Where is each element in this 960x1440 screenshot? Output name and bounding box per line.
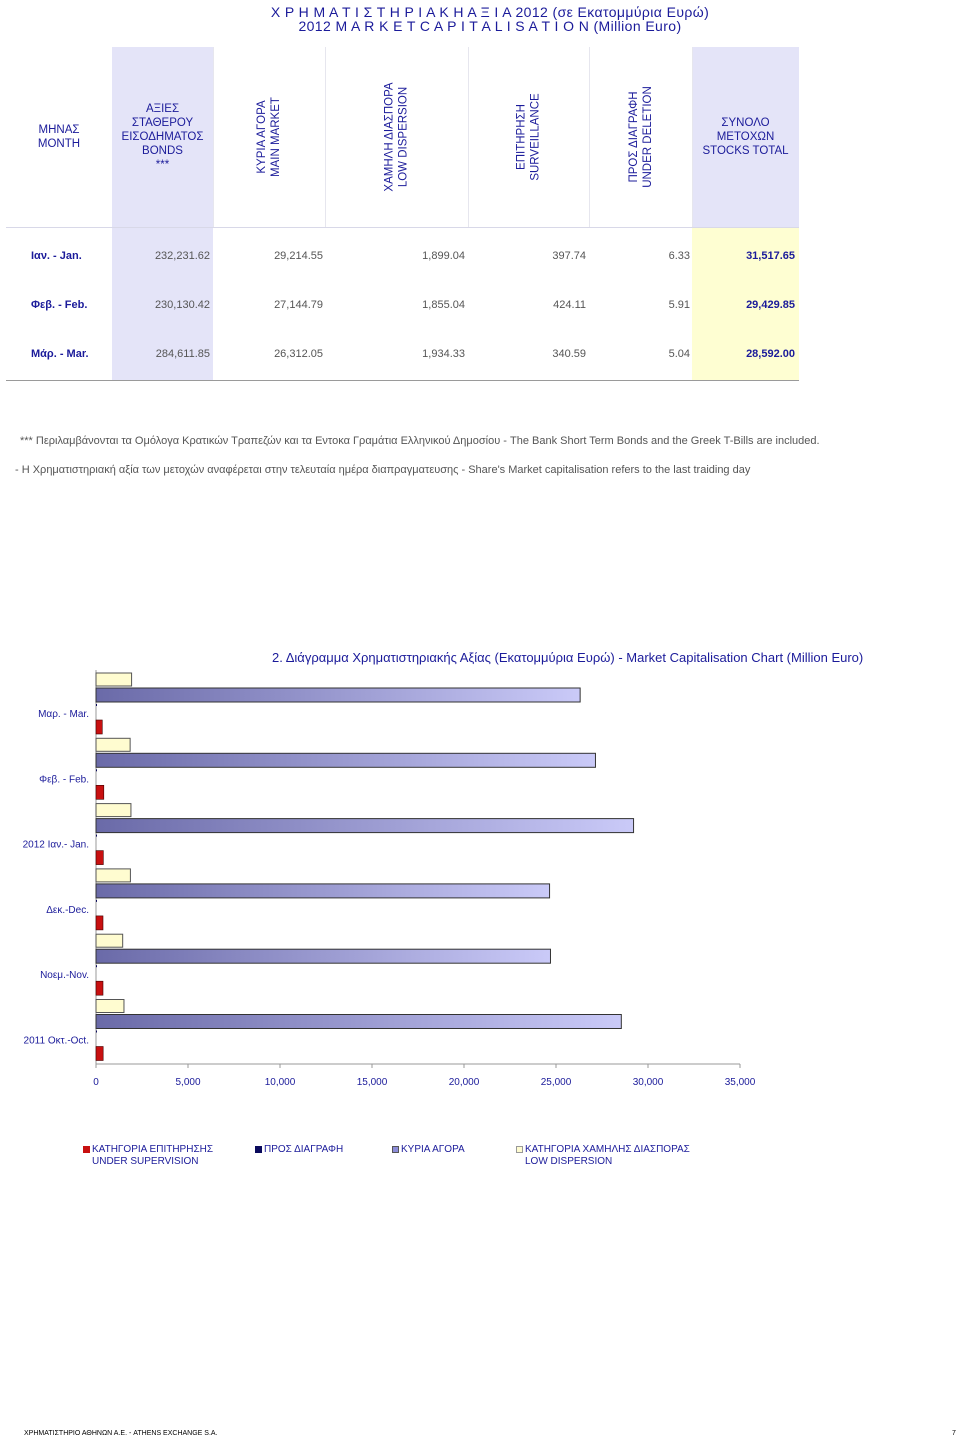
- bar-under-supervision: [95, 785, 105, 800]
- table-cell-surv: 424.11: [553, 299, 586, 311]
- bar-low-dispersion: [95, 999, 125, 1013]
- y-category-label: Δεκ.-Dec.: [46, 905, 89, 916]
- table-cell-main: 27,144.79: [274, 299, 323, 311]
- header-month: ΜΗΝΑΣ MONTH: [37, 124, 81, 150]
- bar-low-dispersion: [95, 868, 131, 883]
- y-category-label: Νοεμ.-Nov.: [40, 970, 89, 981]
- bar-under-deletion: [96, 1030, 97, 1033]
- legend-swatch: [83, 1146, 90, 1153]
- y-category-label: 2012 Ιαν.- Jan.: [23, 840, 89, 851]
- bar-under-supervision: [95, 719, 103, 735]
- bar-under-deletion: [96, 704, 97, 706]
- market-cap-chart: 0 5,000 10,000 15,000 20,000 25,000 30,000 35,0…: [23, 670, 756, 1088]
- table-row-month: Μάρ. - Mar.: [31, 348, 89, 360]
- table-cell-main: 26,312.05: [274, 348, 323, 360]
- legend-under-supervision: ΚΑΤΗΓΟΡΙΑ ΕΠΙΤΗΡΗΣΗΣ UNDER SUPERVISION: [83, 1144, 213, 1168]
- legend-low-dispersion: ΚΑΤΗΓΟΡΙΑ ΧΑΜΗΛΗΣ ΔΙΑΣΠΟΡΑΣ LOW DISPERSIO…: [516, 1144, 690, 1168]
- header-surveillance: ΕΠΙΤΗΡΗΣΗ SURVEILLANCE: [515, 93, 542, 181]
- bar-low-dispersion: [95, 803, 132, 818]
- table-cell-del: 5.91: [668, 299, 690, 311]
- bar-main-market: [95, 818, 635, 834]
- x-tick-label: 20,000: [449, 1077, 480, 1088]
- table-cell-bonds: 284,611.85: [155, 348, 210, 360]
- bar-under-deletion: [96, 965, 97, 968]
- table-cell-low: 1,934.33: [422, 348, 465, 360]
- y-category-label: Μαρ. - Mar.: [38, 709, 89, 720]
- y-category-label: Φεβ. - Feb.: [39, 774, 89, 785]
- page-number: 7: [952, 1430, 956, 1437]
- table-row-month: Φεβ. - Feb.: [31, 299, 88, 311]
- table-cell-total: 29,429.85: [746, 299, 795, 311]
- bar-low-dispersion: [95, 933, 124, 948]
- legend-swatch: [392, 1146, 399, 1153]
- bar-low-dispersion: [95, 737, 131, 752]
- bar-main-market: [95, 1014, 622, 1029]
- legend-swatch: [255, 1146, 262, 1153]
- table-cell-del: 5.04: [668, 348, 690, 360]
- legend-under-deletion: ΠΡΟΣ ΔΙΑΓΡΑΦΗ: [255, 1144, 343, 1156]
- table-cell-bonds: 230,130.42: [154, 299, 210, 311]
- x-tick-label: 5,000: [175, 1077, 200, 1088]
- table-cell-total: 31,517.65: [746, 250, 795, 262]
- bar-under-supervision: [95, 850, 104, 865]
- table-cell-surv: 340.59: [552, 348, 586, 360]
- x-tick-label: 30,000: [633, 1077, 664, 1088]
- bar-main-market: [95, 752, 596, 768]
- bar-under-deletion: [96, 834, 97, 837]
- table-cell-bonds: 232,231.62: [154, 250, 210, 262]
- header-under-deletion: ΠΡΟΣ ΔΙΑΓΡΑΦΗ UNDER DELETION: [627, 86, 654, 188]
- chart-title: 2. Διάγραμμα Χρηματιστηριακής Αξίας (Εκα…: [272, 650, 864, 665]
- header-main-market: ΚΥΡΙΑ ΑΓΟΡΑ MAIN MARKET: [256, 97, 282, 177]
- market-cap-table: ΜΗΝΑΣ MONTH ΑΞΙΕΣ ΣΤΑΘΕΡΟΥ ΕΙΣΟΔΗΜΑΤΟΣ BOND…: [6, 47, 799, 381]
- table-cell-total: 28,592.00: [746, 348, 795, 360]
- footer-company: ΧΡΗΜΑΤΙΣΤΗΡΙΟ ΑΘΗΝΩΝ Α.Ε. - ATHENS EXCHA…: [24, 1430, 218, 1437]
- x-tick-label: 15,000: [357, 1077, 388, 1088]
- page-subtitle: 2012 M A R K E T C A P I T A L I S A T I…: [298, 18, 682, 34]
- bar-main-market: [95, 687, 581, 703]
- header-low-dispersion: ΧΑΜΗΛΗ ΔΙΑΣΠΟΡΑ LOW DISPERSION: [383, 82, 410, 192]
- page-title: Χ Ρ Η Μ Α Τ Ι Σ Τ Η Ρ Ι Α Κ Η Α Ξ Ι Α 20…: [270, 4, 710, 20]
- x-tick-label: 0: [93, 1077, 99, 1088]
- table-row-month: Ιαν. - Jan.: [31, 250, 82, 262]
- bar-under-deletion: [96, 769, 97, 772]
- note-last-trading-day: - Η Χρηματιστηριακή αξία των μετοχών ανα…: [15, 464, 751, 476]
- bar-under-supervision: [95, 1046, 104, 1061]
- bar-main-market: [95, 948, 551, 964]
- note-bonds: *** Περιλαμβάνονται τα Ομόλογα Κρατικών …: [20, 435, 820, 447]
- x-tick-label: 10,000: [265, 1077, 296, 1088]
- header-bonds: ΑΞΙΕΣ ΣΤΑΘΕΡΟΥ ΕΙΣΟΔΗΜΑΤΟΣ BONDS ***: [121, 103, 204, 171]
- table-cell-surv: 397.74: [552, 250, 586, 262]
- table-cell-main: 29,214.55: [274, 250, 323, 262]
- bar-under-supervision: [95, 980, 104, 996]
- x-tick-label: 35,000: [725, 1077, 756, 1088]
- legend-main-market: ΚΥΡΙΑ ΑΓΟΡΑ: [392, 1144, 465, 1156]
- bar-under-supervision: [95, 915, 104, 931]
- legend-swatch: [516, 1146, 523, 1153]
- table-cell-low: 1,899.04: [422, 250, 465, 262]
- x-tick-label: 25,000: [541, 1077, 572, 1088]
- bar-main-market: [95, 883, 551, 899]
- bar-under-deletion: [96, 899, 97, 902]
- y-category-label: 2011 Οκτ.-Oct.: [24, 1036, 89, 1047]
- table-cell-low: 1,855.04: [422, 299, 465, 311]
- header-stocks-total: ΣΥΝΟΛΟ ΜΕΤΟΧΩΝ STOCKS TOTAL: [702, 117, 789, 157]
- table-cell-del: 6.33: [668, 250, 690, 262]
- bar-low-dispersion: [95, 672, 133, 687]
